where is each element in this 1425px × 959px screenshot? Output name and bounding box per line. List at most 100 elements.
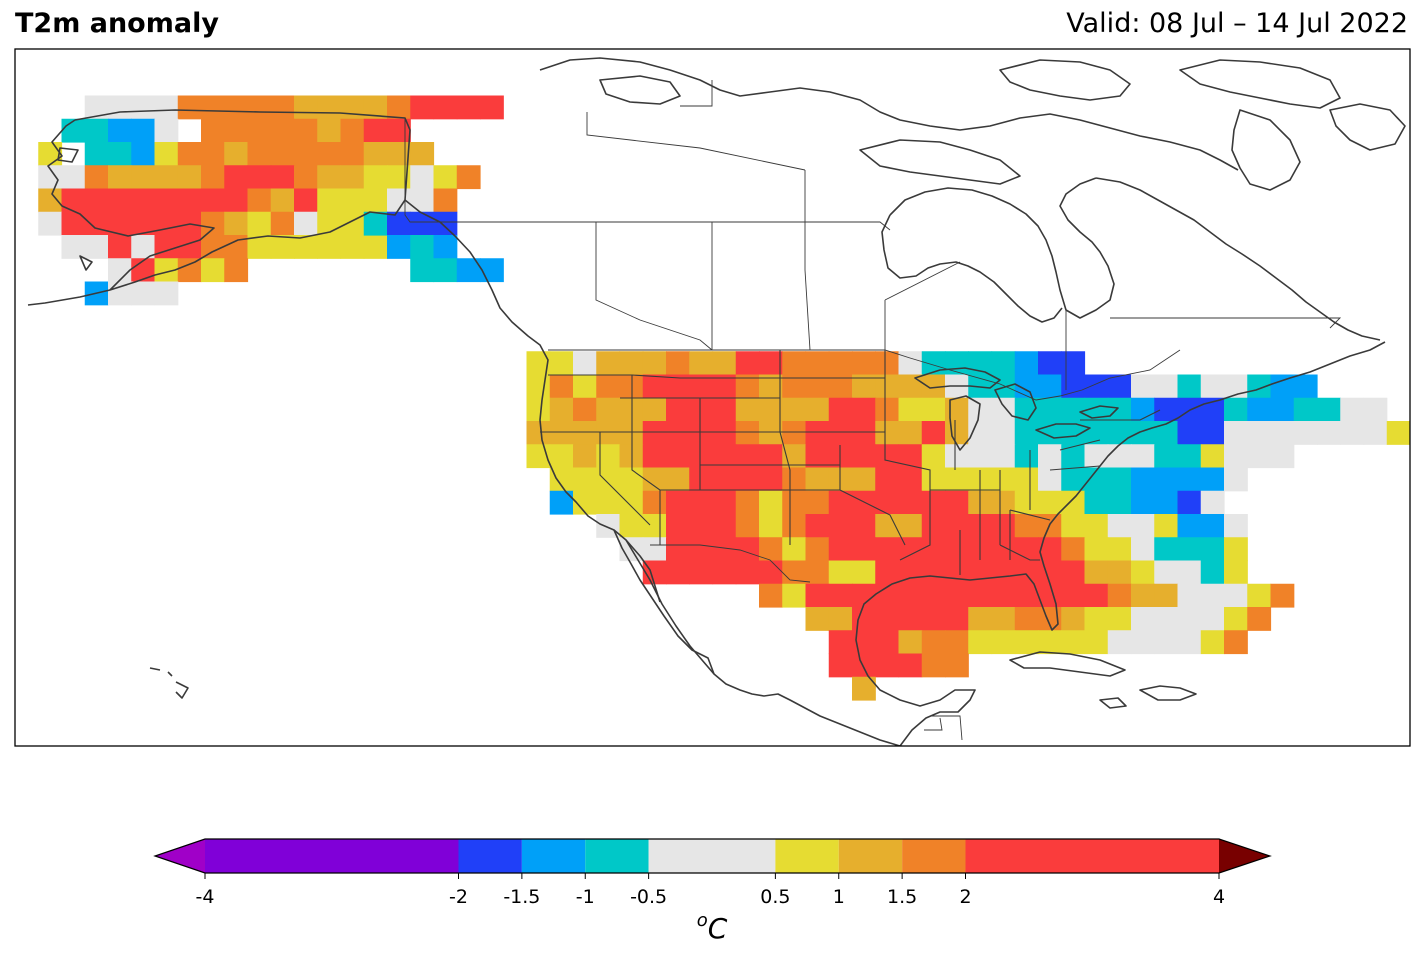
anomaly-cell [596, 374, 621, 399]
colorbar-under-extension [155, 839, 205, 873]
anomaly-cell [712, 421, 737, 445]
anomaly-cell [828, 490, 853, 515]
anomaly-cell [759, 537, 783, 562]
anomaly-cell [1107, 467, 1132, 492]
anomaly-cell [84, 165, 109, 190]
anomaly-cell [154, 258, 179, 283]
anomaly-cell [852, 444, 876, 469]
anomaly-cell [1131, 514, 1155, 538]
colorbar-tick-label: -2 [449, 886, 468, 908]
anomaly-cell [38, 188, 63, 213]
anomaly-cell [1038, 351, 1062, 376]
anomaly-cell [363, 95, 388, 120]
anomaly-cell [642, 397, 667, 422]
anomaly-cell [1177, 560, 1202, 585]
anomaly-cell [1014, 421, 1039, 445]
anomaly-cell [1107, 444, 1132, 469]
anomaly-cell [1131, 421, 1155, 445]
anomaly-cell [945, 630, 969, 655]
anomaly-cell [1061, 351, 1086, 376]
anomaly-cell [945, 514, 969, 538]
anomaly-cell [1340, 421, 1365, 445]
anomaly-cell [1038, 630, 1062, 655]
anomaly-cell [573, 374, 597, 399]
anomaly-cell [1200, 374, 1225, 399]
anomaly-cell [224, 211, 249, 236]
anomaly-cell [852, 537, 876, 562]
valid-date-range: Valid: 08 Jul – 14 Jul 2022 [1066, 8, 1408, 39]
anomaly-cell [1084, 537, 1109, 562]
anomaly-cell [363, 188, 388, 213]
anomaly-cell [201, 188, 225, 213]
anomaly-cell [410, 188, 435, 213]
anomaly-cell [1107, 514, 1132, 538]
anomaly-cell [410, 165, 435, 190]
anomaly-cell [270, 165, 295, 190]
anomaly-cell [921, 514, 946, 538]
anomaly-cell [1177, 490, 1202, 515]
anomaly-cell [1084, 467, 1109, 492]
anomaly-cell [270, 142, 295, 166]
anomaly-cell [945, 397, 969, 422]
anomaly-cell [317, 142, 342, 166]
anomaly-cell [1061, 607, 1086, 631]
anomaly-cell [549, 374, 574, 399]
anomaly-cell [84, 95, 109, 120]
anomaly-cell [759, 397, 783, 422]
anomaly-cell [666, 490, 690, 515]
anomaly-cell [201, 165, 225, 190]
anomaly-cell [1084, 397, 1109, 422]
anomaly-cell [270, 235, 295, 259]
anomaly-cell [666, 467, 690, 492]
anomaly-cell [689, 374, 714, 399]
anomaly-cell [1061, 514, 1086, 538]
anomaly-cell [759, 583, 783, 608]
anomaly-cell [805, 607, 830, 631]
anomaly-cell [131, 165, 156, 190]
anomaly-cell [689, 560, 714, 585]
anomaly-cell [991, 607, 1016, 631]
anomaly-cell [270, 211, 295, 236]
coastlines [27, 57, 1406, 746]
anomaly-cell [1154, 607, 1179, 631]
anomaly-cell [945, 490, 969, 515]
anomaly-cell [1061, 583, 1086, 608]
anomaly-cell [294, 118, 318, 143]
anomaly-cell [1131, 630, 1155, 655]
anomaly-cell [968, 630, 993, 655]
anomaly-cell [573, 421, 597, 445]
anomaly-cell [991, 397, 1016, 422]
anomaly-cell [1224, 444, 1248, 469]
anomaly-cell [340, 235, 365, 259]
anomaly-cell [317, 95, 342, 120]
state-lines [540, 350, 1161, 575]
anomaly-cell [108, 188, 132, 213]
anomaly-cell [991, 630, 1016, 655]
anomaly-cell [526, 374, 551, 399]
anomaly-cell [340, 165, 365, 190]
anomaly-cell [1131, 607, 1155, 631]
anomaly-cell [177, 258, 202, 283]
colorbar-tick-label: -1.5 [503, 886, 540, 908]
colorbar-segment [585, 839, 649, 873]
anomaly-cell [363, 165, 388, 190]
anomaly-cell [596, 397, 621, 422]
anomaly-cell [1293, 421, 1318, 445]
anomaly-cell [921, 467, 946, 492]
anomaly-cell [387, 95, 411, 120]
anomaly-cell [666, 421, 690, 445]
anomaly-cell [828, 630, 853, 655]
anomaly-cell [1061, 560, 1086, 585]
anomaly-cell [805, 583, 830, 608]
anomaly-cell [712, 514, 737, 538]
anomaly-cell [898, 374, 923, 399]
anomaly-cell [1107, 607, 1132, 631]
colorbar-segment [648, 839, 776, 873]
anomaly-cell [782, 537, 807, 562]
anomaly-cell [921, 397, 946, 422]
anomaly-cell [317, 165, 342, 190]
anomaly-cell [921, 374, 946, 399]
anomaly-cell [921, 583, 946, 608]
anomaly-cell [131, 142, 156, 166]
anomaly-cell [596, 444, 621, 469]
